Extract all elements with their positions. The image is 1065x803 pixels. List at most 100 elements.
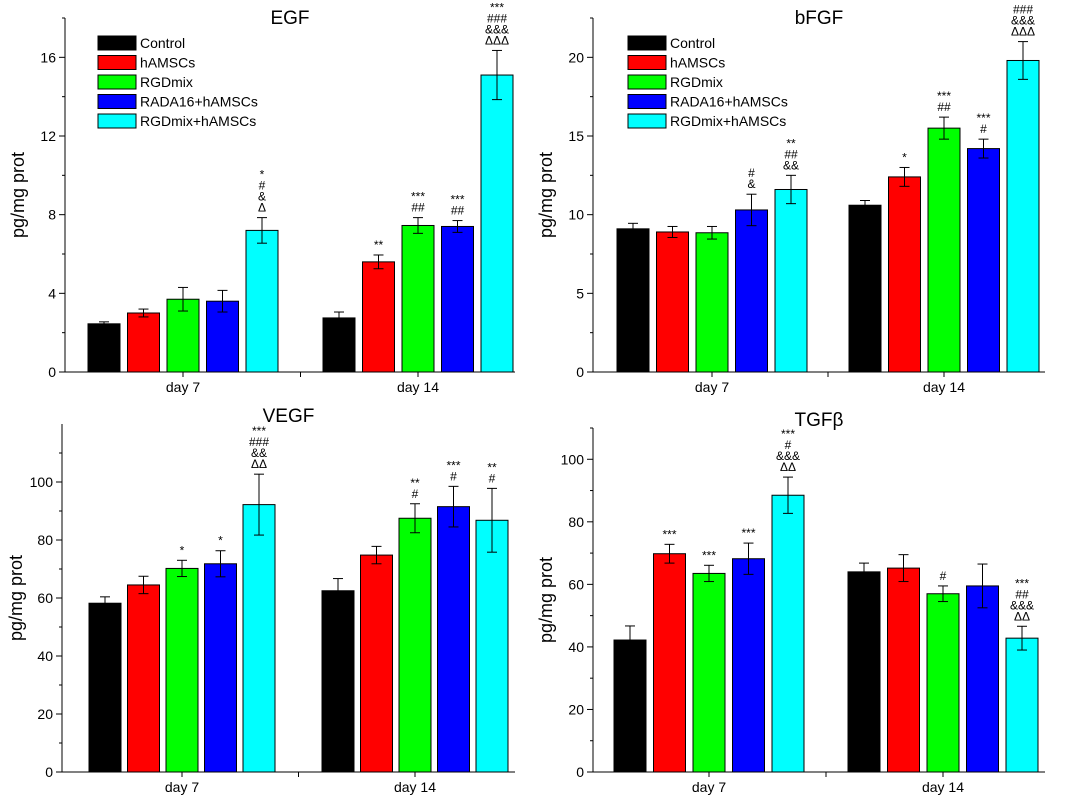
y-tick-label: 10 xyxy=(568,207,584,223)
bar-control-day-14 xyxy=(847,571,881,773)
legend-label-hamscs: hAMSCs xyxy=(140,55,195,71)
significance-label: # xyxy=(489,471,496,485)
error-bar-rgdmix-day-7 xyxy=(704,564,714,583)
legend-swatch-hamscs xyxy=(97,55,137,70)
error-bar-hamscs-day-7 xyxy=(667,225,678,238)
significance-label: ## xyxy=(1015,587,1029,601)
chart-title: EGF xyxy=(270,8,309,29)
error-bar-rada16-hamscs-day-14 xyxy=(977,563,988,609)
x-category-label: day 7 xyxy=(165,779,199,795)
bar-control-day-14 xyxy=(322,317,356,373)
bar-rgdmix-day-14 xyxy=(926,593,960,773)
significance-label: ΔΔΔ xyxy=(485,33,509,47)
bar-rada16-hamscs-day-14 xyxy=(437,506,470,773)
significance-label: & xyxy=(747,177,755,191)
bar-rada16-hamscs-day-7 xyxy=(732,558,765,773)
error-bar-rada16-hamscs-day-7 xyxy=(215,550,226,578)
significance-label: ## xyxy=(937,100,951,114)
y-tick-label: 40 xyxy=(568,639,584,655)
significance-label: *** xyxy=(1015,576,1029,590)
y-tick-label: 20 xyxy=(37,706,53,722)
legend-swatch-rada16-hamscs xyxy=(97,94,137,109)
significance-label: ΔΔ xyxy=(251,457,267,471)
error-bar-rgdmix-hamscs-day-7 xyxy=(783,476,793,514)
legend-label-rgdmix: RGDmix xyxy=(670,74,723,90)
significance-label: && xyxy=(251,446,267,460)
bar-rgdmix-hamscs-day-14 xyxy=(1006,59,1040,373)
error-bar-hamscs-day-7 xyxy=(138,575,149,595)
error-bar-rgdmix-hamscs-day-14 xyxy=(1018,41,1028,80)
error-bar-rgdmix-day-14 xyxy=(938,585,948,603)
x-category-label: day 14 xyxy=(922,779,964,795)
bar-control-day-14 xyxy=(848,204,882,373)
error-bar-rada16-hamscs-day-14 xyxy=(448,485,459,528)
x-category-label: day 14 xyxy=(394,779,436,795)
bar-rgdmix-day-7 xyxy=(695,232,729,373)
significance-label: *** xyxy=(662,527,676,541)
y-tick-label: 80 xyxy=(568,514,584,530)
significance-label: *** xyxy=(450,193,464,207)
y-tick-label: 100 xyxy=(30,474,54,490)
error-bar-control-day-14 xyxy=(333,578,343,604)
significance-label: # xyxy=(748,166,755,180)
legend-label-control: Control xyxy=(670,35,715,51)
legend-label-rgdmix-hamscs: RGDmix+hAMSCs xyxy=(140,113,256,129)
y-axis-label: pg/mg prot xyxy=(536,557,556,643)
error-bar-control-day-7 xyxy=(99,321,109,327)
bar-rgdmix-day-14 xyxy=(927,127,961,373)
significance-label: *** xyxy=(490,0,504,14)
bar-hamscs-day-7 xyxy=(127,312,160,373)
error-bar-control-day-7 xyxy=(625,625,635,655)
error-bar-rada16-hamscs-day-14 xyxy=(978,138,989,159)
x-category-label: day 7 xyxy=(166,379,200,395)
legend-swatch-rgdmix xyxy=(627,74,667,90)
x-category-label: day 14 xyxy=(923,379,965,395)
significance-label: &&& xyxy=(776,449,800,463)
legend-label-rgdmix-hamscs: RGDmix+hAMSCs xyxy=(670,113,786,129)
bar-rgdmix-hamscs-day-7 xyxy=(245,229,279,373)
error-bar-hamscs-day-14 xyxy=(373,254,384,270)
bar-hamscs-day-14 xyxy=(362,261,395,373)
error-bar-rada16-hamscs-day-7 xyxy=(217,289,228,313)
legend: Control hAMSCs RGDmix RADA16+hAMSCs RGDmix+h… xyxy=(627,35,788,129)
significance-label: # xyxy=(450,469,457,483)
error-bar-rgdmix-hamscs-day-14 xyxy=(1017,625,1027,651)
y-tick-label: 4 xyxy=(48,285,56,301)
significance-label: * xyxy=(902,150,907,164)
y-tick-label: 8 xyxy=(48,207,56,223)
significance-label: *** xyxy=(781,427,795,441)
bar-rgdmix-hamscs-day-14 xyxy=(475,519,509,773)
significance-label: # xyxy=(940,569,947,583)
bar-hamscs-day-14 xyxy=(360,554,393,773)
y-tick-label: 20 xyxy=(568,49,584,65)
significance-label: *** xyxy=(741,526,755,540)
significance-label: ** xyxy=(374,238,384,252)
significance-label: *** xyxy=(937,89,951,103)
chart-title: bFGF xyxy=(795,8,844,29)
bar-rgdmix-day-14 xyxy=(398,517,432,773)
significance-label: ## xyxy=(784,147,798,161)
significance-label: * xyxy=(180,543,185,557)
significance-label: ** xyxy=(410,476,420,490)
y-tick-label: 12 xyxy=(40,128,56,144)
legend-label-hamscs: hAMSCs xyxy=(670,55,725,71)
significance-label: # xyxy=(980,122,987,136)
error-bar-rgdmix-day-7 xyxy=(177,559,187,578)
legend-label-control: Control xyxy=(140,35,185,51)
error-bar-rada16-hamscs-day-7 xyxy=(746,193,757,227)
legend-swatch-hamscs xyxy=(627,55,667,70)
error-bar-control-day-14 xyxy=(859,562,869,582)
error-bar-hamscs-day-14 xyxy=(371,545,382,565)
significance-label: *** xyxy=(411,190,425,204)
error-bar-hamscs-day-14 xyxy=(899,166,910,187)
y-tick-label: 100 xyxy=(561,451,585,467)
significance-label: *** xyxy=(1016,0,1030,6)
bar-rgdmix-hamscs-day-14 xyxy=(480,74,514,373)
y-axis-label: pg/mg prot xyxy=(8,152,28,238)
bar-rada16-hamscs-day-14 xyxy=(966,585,999,773)
bar-control-day-7 xyxy=(613,639,647,773)
